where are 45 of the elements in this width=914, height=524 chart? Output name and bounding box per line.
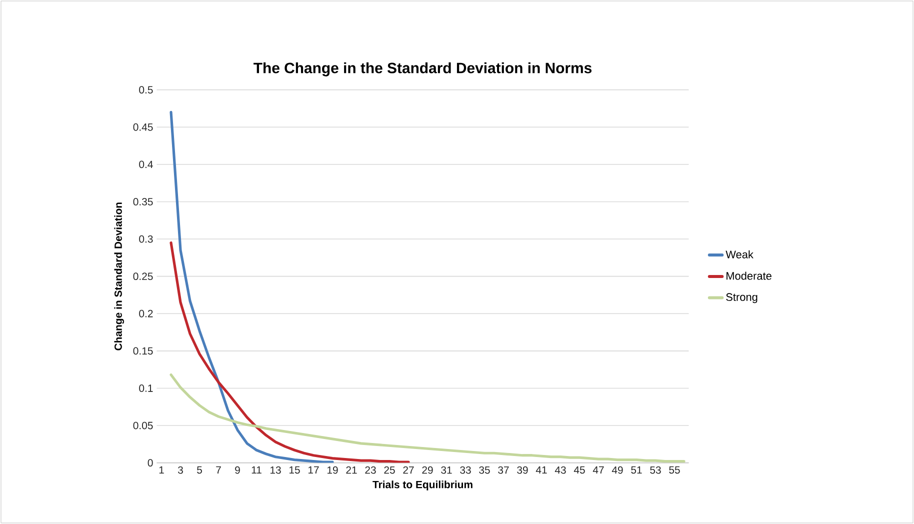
legend-label: Strong bbox=[726, 293, 758, 304]
y-tick-label: 0.05 bbox=[133, 422, 153, 430]
x-tick-label: 39 bbox=[517, 466, 528, 474]
x-tick-label: 19 bbox=[327, 466, 338, 474]
x-tick-label: 49 bbox=[612, 466, 623, 474]
x-tick-label: 35 bbox=[479, 466, 490, 474]
x-tick-label: 3 bbox=[178, 466, 183, 474]
legend-label: Moderate bbox=[726, 272, 772, 280]
y-axis-title: Change in Standard Deviation bbox=[114, 202, 124, 350]
x-tick-label: 9 bbox=[235, 466, 240, 474]
x-tick-label: 45 bbox=[574, 466, 585, 474]
x-tick-label: 43 bbox=[554, 466, 566, 474]
legend-label: Weak bbox=[726, 250, 754, 258]
x-tick-label: 21 bbox=[346, 466, 357, 474]
x-tick-label: 5 bbox=[197, 466, 202, 474]
x-tick-label: 11 bbox=[252, 466, 262, 474]
x-tick-label: 27 bbox=[403, 466, 414, 474]
y-tick-label: 0.45 bbox=[133, 123, 153, 131]
x-tick-label: 17 bbox=[308, 466, 319, 474]
y-tick-label: 0.1 bbox=[139, 384, 153, 392]
x-tick-label: 7 bbox=[216, 466, 221, 474]
x-tick-label: 47 bbox=[592, 466, 604, 474]
x-tick-label: 15 bbox=[289, 466, 300, 474]
y-tick-label: 0.25 bbox=[133, 272, 153, 280]
x-tick-label: 29 bbox=[422, 466, 433, 474]
y-tick-label: 0.2 bbox=[139, 310, 153, 318]
x-tick-label: 23 bbox=[365, 466, 376, 474]
x-tick-label: 33 bbox=[460, 466, 471, 474]
x-tick-label: 55 bbox=[669, 466, 680, 474]
x-tick-label: 13 bbox=[270, 466, 281, 474]
x-tick-label: 1 bbox=[159, 466, 164, 474]
y-tick-label: 0.5 bbox=[139, 86, 153, 94]
chart-title: The Change in the Standard Deviation in Norms bbox=[254, 62, 592, 76]
y-tick-label: 0.3 bbox=[139, 235, 153, 243]
x-tick-label: 51 bbox=[631, 466, 642, 474]
y-tick-label: 0 bbox=[148, 459, 153, 467]
x-tick-label: 53 bbox=[650, 466, 661, 474]
x-tick-label: 25 bbox=[384, 466, 395, 474]
y-tick-label: 0.15 bbox=[133, 347, 153, 355]
x-tick-label: 31 bbox=[441, 466, 452, 474]
x-tick-label: 41 bbox=[536, 466, 547, 474]
y-tick-label: 0.35 bbox=[133, 198, 153, 206]
x-tick-label: 37 bbox=[498, 466, 509, 474]
x-axis-title: Trials to Equilibrium bbox=[372, 480, 472, 490]
y-tick-label: 0.4 bbox=[139, 160, 153, 168]
